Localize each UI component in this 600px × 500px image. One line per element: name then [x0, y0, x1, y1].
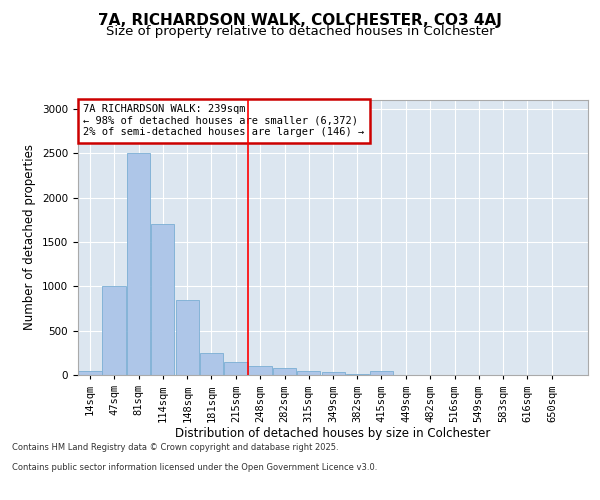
Text: 7A RICHARDSON WALK: 239sqm
← 98% of detached houses are smaller (6,372)
2% of se: 7A RICHARDSON WALK: 239sqm ← 98% of deta…: [83, 104, 364, 138]
Bar: [297, 370, 320, 375]
Bar: [322, 372, 345, 375]
Bar: [346, 374, 369, 375]
Bar: [224, 362, 248, 375]
Bar: [127, 153, 150, 375]
Text: Contains HM Land Registry data © Crown copyright and database right 2025.: Contains HM Land Registry data © Crown c…: [12, 442, 338, 452]
Text: Size of property relative to detached houses in Colchester: Size of property relative to detached ho…: [106, 25, 494, 38]
X-axis label: Distribution of detached houses by size in Colchester: Distribution of detached houses by size …: [175, 427, 491, 440]
Text: Contains public sector information licensed under the Open Government Licence v3: Contains public sector information licen…: [12, 462, 377, 471]
Text: 7A, RICHARDSON WALK, COLCHESTER, CO3 4AJ: 7A, RICHARDSON WALK, COLCHESTER, CO3 4AJ: [98, 12, 502, 28]
Bar: [79, 370, 101, 375]
Bar: [273, 368, 296, 375]
Y-axis label: Number of detached properties: Number of detached properties: [23, 144, 37, 330]
Bar: [370, 370, 393, 375]
Bar: [176, 300, 199, 375]
Bar: [200, 353, 223, 375]
Bar: [103, 286, 125, 375]
Bar: [248, 366, 272, 375]
Bar: [151, 224, 174, 375]
